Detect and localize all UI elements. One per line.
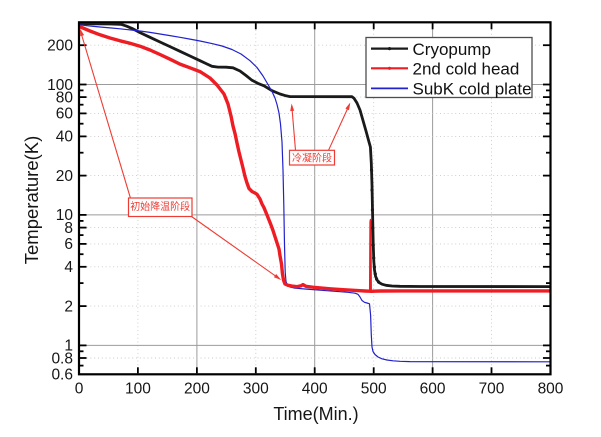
svg-text:8: 8 — [64, 220, 73, 237]
svg-text:Temperature(K): Temperature(K) — [21, 136, 42, 265]
svg-text:0.6: 0.6 — [51, 367, 73, 384]
svg-text:SubK cold plate: SubK cold plate — [413, 80, 532, 99]
svg-text:1: 1 — [64, 338, 73, 355]
svg-text:4: 4 — [64, 259, 73, 276]
svg-text:600: 600 — [420, 381, 446, 398]
svg-text:Cryopump: Cryopump — [413, 40, 491, 59]
svg-text:初始降温阶段: 初始降温阶段 — [130, 200, 190, 213]
svg-text:2: 2 — [64, 298, 73, 315]
svg-text:Time(Min.): Time(Min.) — [273, 404, 358, 424]
svg-text:500: 500 — [361, 381, 387, 398]
svg-text:100: 100 — [125, 381, 151, 398]
svg-text:6: 6 — [64, 236, 73, 253]
svg-text:0.8: 0.8 — [51, 350, 73, 367]
svg-text:40: 40 — [56, 129, 74, 146]
svg-text:2nd cold head: 2nd cold head — [413, 60, 520, 79]
svg-text:200: 200 — [47, 38, 73, 55]
svg-text:200: 200 — [184, 381, 210, 398]
svg-text:80: 80 — [56, 89, 74, 106]
svg-text:700: 700 — [479, 381, 505, 398]
svg-text:10: 10 — [56, 207, 74, 224]
svg-text:20: 20 — [56, 168, 74, 185]
svg-text:100: 100 — [47, 77, 73, 94]
svg-text:冷凝阶段: 冷凝阶段 — [292, 151, 332, 164]
svg-text:400: 400 — [302, 381, 328, 398]
svg-text:800: 800 — [538, 381, 564, 398]
svg-text:0: 0 — [75, 381, 84, 398]
svg-text:60: 60 — [56, 106, 74, 123]
svg-text:300: 300 — [243, 381, 269, 398]
